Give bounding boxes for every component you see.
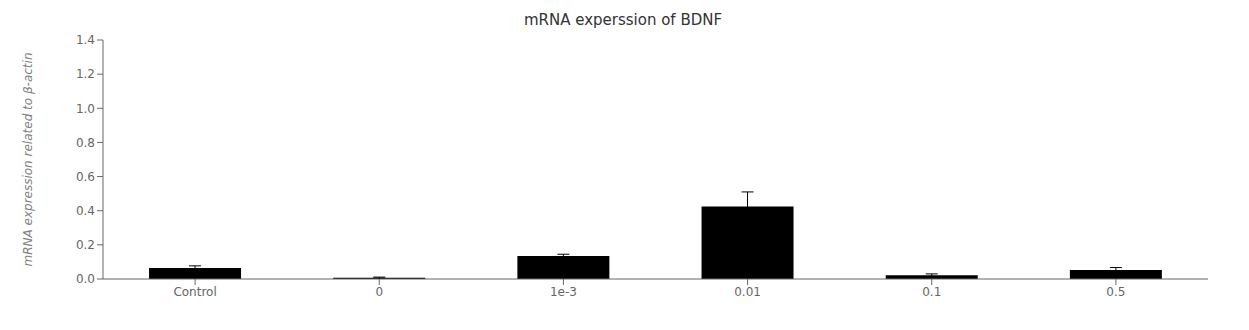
svg-text:1.2: 1.2 [76,67,95,81]
svg-text:0.1: 0.1 [922,285,941,299]
svg-text:0.5: 0.5 [1106,285,1125,299]
html-text:mRNA experssion of BDNF: mRNA experssion of BDNF [523,11,723,29]
svg-text:1e-3: 1e-3 [550,285,577,299]
svg-text:1.4: 1.4 [76,33,95,47]
svg-text:mRNA expression related to β-a: mRNA expression related to β-actin [21,52,35,266]
svg-text:0: 0 [375,285,383,299]
svg-text:1.0: 1.0 [76,102,95,116]
svg-text:Control: Control [173,285,216,299]
svg-text:0.8: 0.8 [76,136,95,150]
svg-text:0.01: 0.01 [734,285,761,299]
svg-text:0.4: 0.4 [76,204,95,218]
svg-text:0.0: 0.0 [76,272,95,286]
svg-text:0.2: 0.2 [76,238,95,252]
svg-text:0.6: 0.6 [76,170,95,184]
